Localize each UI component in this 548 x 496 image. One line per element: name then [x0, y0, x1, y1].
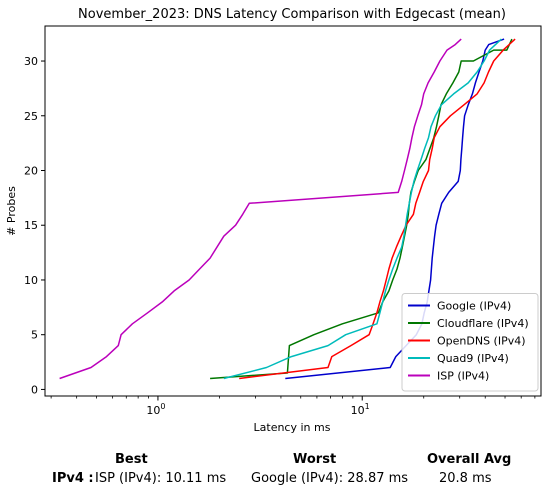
legend-box [401, 293, 539, 392]
y-tick-label: 25 [24, 110, 38, 123]
x-tick-label: 101 [351, 402, 370, 417]
chart-title: November_2023: DNS Latency Comparison wi… [78, 7, 506, 22]
y-tick-label: 5 [31, 329, 38, 342]
y-axis-label: # Probes [5, 186, 18, 236]
y-tick-label: 10 [24, 274, 38, 287]
x-tick-label: 100 [146, 402, 165, 417]
y-tick-label: 30 [24, 55, 38, 68]
summary-avg-header: Overall Avg [427, 452, 512, 467]
legend-entry: ISP (IPv4) [437, 370, 489, 383]
summary-avg-value: 20.8 ms [439, 471, 492, 486]
summary-row-label: IPv4 : [52, 471, 94, 486]
y-tick-label: 0 [31, 383, 38, 396]
summary-worst-header: Worst [293, 452, 337, 467]
series-line-quad9-ipv4 [223, 38, 502, 380]
chart: November_2023: DNS Latency Comparison wi… [5, 7, 542, 434]
summary-worst-value: Google (IPv4): 28.87 ms [251, 471, 409, 486]
legend-entry: Google (IPv4) [437, 300, 511, 313]
legend-entry: OpenDNS (IPv4) [437, 335, 526, 348]
x-axis-label: Latency in ms [254, 421, 331, 434]
summary-best-value: ISP (IPv4): 10.11 ms [95, 471, 227, 486]
y-tick-label: 20 [24, 164, 38, 177]
series-line-opendns-ipv4 [239, 38, 516, 380]
legend: Google (IPv4) Cloudflare (IPv4) OpenDNS (I… [401, 293, 539, 392]
legend-entry: Quad9 (IPv4) [437, 352, 509, 365]
series-line-isp-ipv4 [59, 38, 462, 380]
plot-area [44, 25, 542, 397]
legend-entry: Cloudflare (IPv4) [437, 317, 529, 330]
axis-ticks: 0 5 10 15 20 25 30 100 101 [24, 55, 536, 417]
summary-best-header: Best [115, 452, 148, 467]
y-tick-label: 15 [24, 219, 38, 232]
